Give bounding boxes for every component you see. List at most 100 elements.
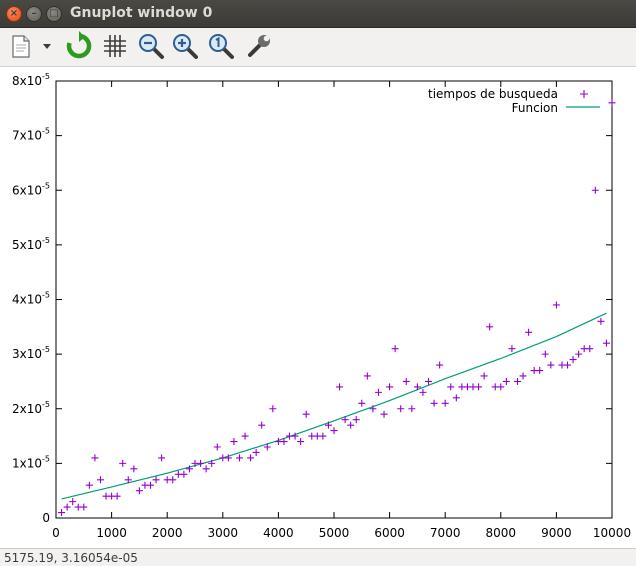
data-point [169,476,177,484]
copy-to-clipboard-icon [12,35,30,58]
y-tick-label: 3x10-5 [12,345,50,361]
data-point [208,459,216,467]
x-tick-label: 7000 [430,526,461,540]
data-point [185,465,193,473]
data-point [147,481,155,489]
data-point [397,405,405,413]
dropdown-arrow-icon [43,44,51,49]
y-tick-label: 0 [42,511,50,525]
settings-button[interactable] [244,31,274,61]
y-tick-label: 7x10-5 [12,127,50,143]
maximize-button[interactable]: □ [46,6,62,22]
y-tick-label: 5x10-5 [12,236,50,252]
zoom-reset-button[interactable] [206,31,236,61]
data-point [302,410,310,418]
x-tick-label: 6000 [374,526,405,540]
data-point [63,503,71,511]
x-tick-label: 2000 [152,526,183,540]
x-tick-label: 4000 [263,526,294,540]
data-point [408,405,416,413]
data-point [152,476,160,484]
copy-to-clipboard-button[interactable] [5,31,35,61]
y-tick-label: 4x10-5 [12,291,50,307]
data-point [224,454,232,462]
data-point [486,323,494,331]
data-point [85,481,93,489]
zoom-out-button[interactable] [136,31,166,61]
data-point [569,356,577,364]
data-point [297,438,305,446]
x-tick-label: 10000 [593,526,631,540]
scatter-chart[interactable]: 0 1000 2000 3000 4000 5000 6000 7000 8000 9000 100… [0,67,636,548]
data-point [341,416,349,424]
data-point [480,372,488,380]
data-point [564,361,572,369]
data-point [369,405,377,413]
data-point [519,372,527,380]
data-point [352,416,360,424]
data-point [291,432,299,440]
dropdown-arrow-button[interactable] [38,31,56,61]
data-point [525,328,533,336]
toolbar [0,28,636,67]
maximize-icon: □ [49,8,59,19]
close-button[interactable]: × [6,6,22,22]
legend-label-fit: Funcion [512,101,558,115]
data-point [180,470,188,478]
window-title: Gnuplot window 0 [70,5,213,21]
data-point [536,367,544,375]
data-point [197,459,205,467]
data-point [402,377,410,385]
data-point [119,459,127,467]
data-point [547,361,555,369]
data-point [135,487,143,495]
fit-line [61,312,607,500]
data-point [608,99,616,107]
data-point [247,454,255,462]
data-point [235,454,243,462]
data-point [269,405,277,413]
data-point [324,421,332,429]
data-point [202,465,210,473]
x-tick-label: 0 [52,526,60,540]
data-point [280,438,288,446]
data-point [502,377,510,385]
data-point [452,394,460,402]
data-point [363,372,371,380]
data-point [80,503,88,511]
data-point [413,383,421,391]
data-point [258,421,266,429]
data-point [513,377,521,385]
status-bar: 5175.19, 3.16054e-05 [0,549,636,566]
data-point [347,421,355,429]
close-icon: × [9,8,19,19]
data-point [380,410,388,418]
data-point [575,350,583,358]
grid-icon [104,35,126,57]
minimize-icon: – [31,8,37,19]
data-point [597,317,605,325]
data-point [430,399,438,407]
data-point [91,454,99,462]
settings-wrench-icon [248,35,270,57]
zoom-in-button[interactable] [170,31,200,61]
legend-point-marker [580,90,588,98]
minimize-button[interactable]: – [26,6,42,22]
x-tick-label: 9000 [541,526,572,540]
x-tick-label: 5000 [319,526,350,540]
data-point [508,345,516,353]
data-point [130,465,138,473]
y-tick-label: 6x10-5 [12,181,50,197]
y-tick-label: 1x10-5 [12,454,50,470]
zoom-out-icon [139,34,164,59]
data-point [158,454,166,462]
zoom-reset-icon [209,34,234,59]
title-bar: × – □ Gnuplot window 0 [0,0,636,28]
plot-canvas[interactable]: 0 1000 2000 3000 4000 5000 6000 7000 8000 9000 100… [0,67,636,549]
legend-label-points: tiempos de busqueda [428,87,558,101]
data-point [441,399,449,407]
grid-toggle-button[interactable] [100,31,130,61]
data-point [475,383,483,391]
data-point [213,443,221,451]
replot-button[interactable] [64,31,94,61]
